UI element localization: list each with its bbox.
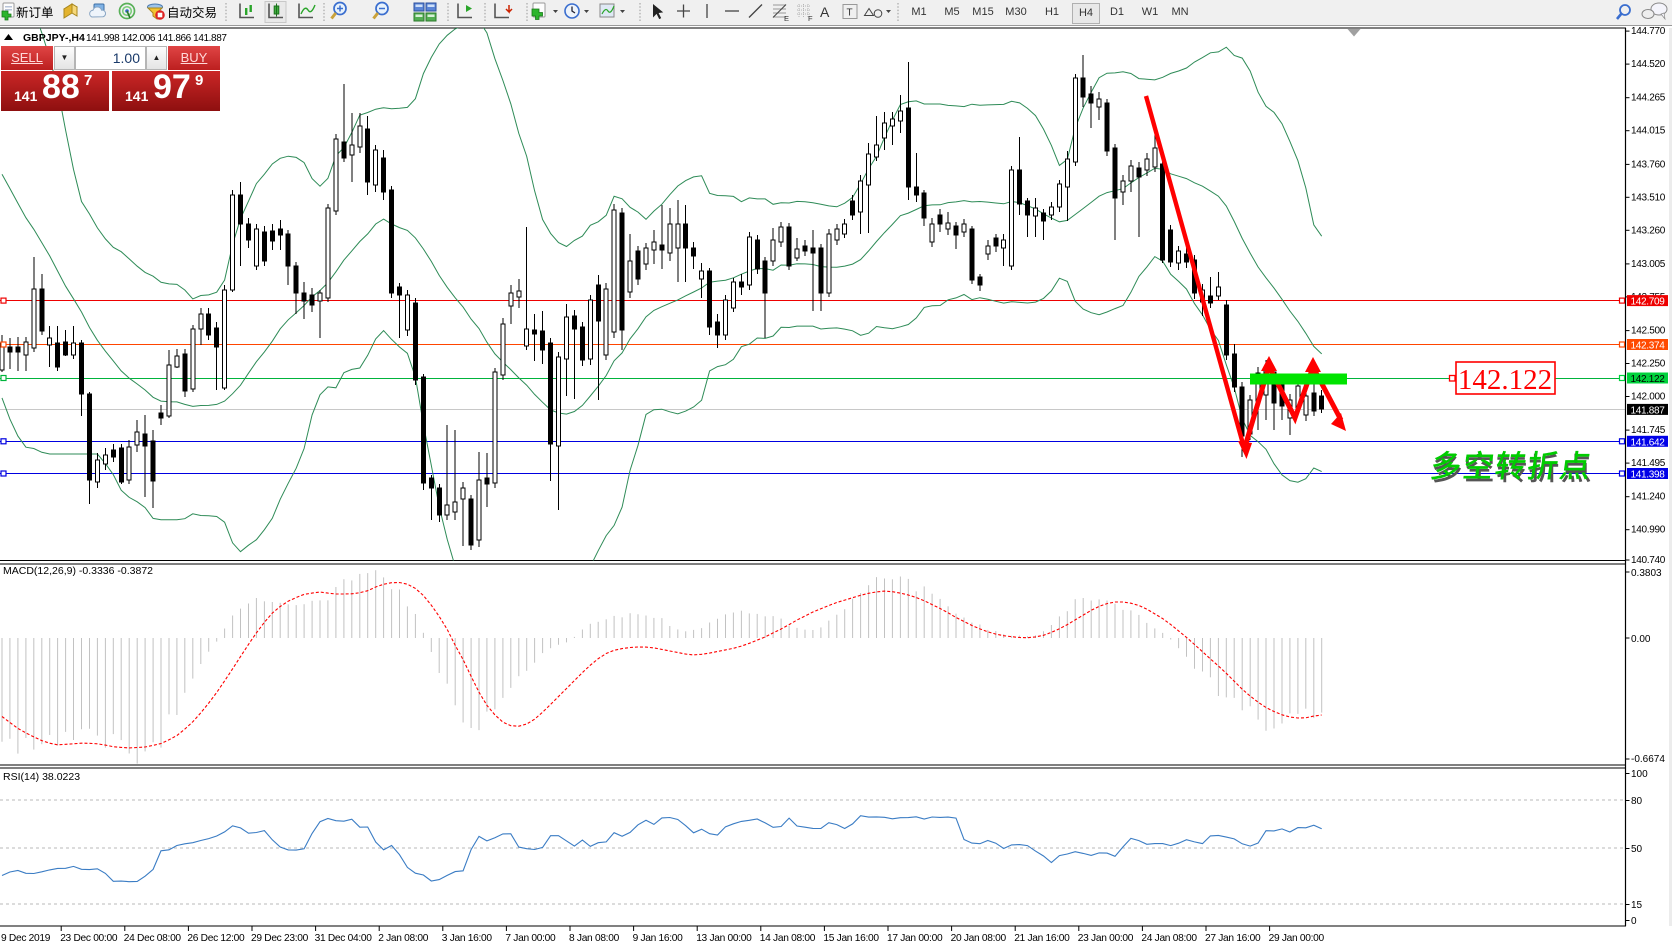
svg-text:142.374: 142.374: [1631, 341, 1666, 352]
svg-text:141.998 142.006 141.866 141.88: 141.998 142.006 141.866 141.887: [86, 33, 227, 44]
svg-text:29 Jan 00:00: 29 Jan 00:00: [1269, 933, 1325, 944]
svg-text:0.3803: 0.3803: [1631, 568, 1662, 579]
svg-text:MACD(12,26,9) -0.3336 -0.3872: MACD(12,26,9) -0.3336 -0.3872: [3, 565, 153, 577]
svg-text:20 Jan 08:00: 20 Jan 08:00: [951, 933, 1007, 944]
svg-text:142.000: 142.000: [1631, 392, 1666, 403]
svg-text:141.887: 141.887: [1631, 405, 1666, 416]
svg-text:15: 15: [1631, 900, 1643, 911]
svg-text:143.005: 143.005: [1631, 259, 1666, 270]
svg-text:29 Dec 23:00: 29 Dec 23:00: [251, 933, 309, 944]
svg-text:17 Jan 00:00: 17 Jan 00:00: [887, 933, 943, 944]
svg-text:9 Dec 2019: 9 Dec 2019: [1, 933, 51, 944]
svg-text:7 Jan 00:00: 7 Jan 00:00: [505, 933, 556, 944]
svg-text:F: F: [808, 14, 813, 23]
svg-text:27 Jan 16:00: 27 Jan 16:00: [1205, 933, 1261, 944]
svg-text:140.990: 140.990: [1631, 525, 1666, 536]
svg-text:15 Jan 16:00: 15 Jan 16:00: [823, 933, 879, 944]
svg-text:142.122: 142.122: [1458, 364, 1552, 396]
svg-text:0.00: 0.00: [1631, 634, 1651, 645]
svg-text:A: A: [820, 4, 830, 20]
svg-text:144.015: 144.015: [1631, 126, 1666, 137]
svg-text:144.770: 144.770: [1631, 26, 1666, 37]
svg-text:142.500: 142.500: [1631, 326, 1666, 337]
svg-text:141.398: 141.398: [1631, 470, 1666, 481]
svg-text:T: T: [847, 8, 853, 19]
svg-text:31 Dec 04:00: 31 Dec 04:00: [315, 933, 373, 944]
svg-text:140.740: 140.740: [1631, 555, 1666, 566]
svg-text:2 Jan 08:00: 2 Jan 08:00: [378, 933, 429, 944]
svg-text:141.240: 141.240: [1631, 492, 1666, 503]
svg-text:0: 0: [1631, 916, 1637, 927]
svg-text:100: 100: [1631, 769, 1648, 780]
svg-text:141.495: 141.495: [1631, 458, 1666, 469]
svg-text:143.260: 143.260: [1631, 225, 1666, 236]
svg-text:GBPJPY-,H4: GBPJPY-,H4: [23, 32, 85, 44]
svg-text:13 Jan 00:00: 13 Jan 00:00: [696, 933, 752, 944]
svg-text:-0.6674: -0.6674: [1631, 754, 1665, 765]
svg-text:141.745: 141.745: [1631, 425, 1666, 436]
svg-text:144.520: 144.520: [1631, 59, 1666, 70]
svg-text:144.265: 144.265: [1631, 93, 1666, 104]
svg-text:142.709: 142.709: [1631, 297, 1666, 308]
svg-text:142.250: 142.250: [1631, 359, 1666, 370]
svg-text:3 Jan 16:00: 3 Jan 16:00: [442, 933, 493, 944]
svg-text:23 Jan 00:00: 23 Jan 00:00: [1078, 933, 1134, 944]
svg-text:80: 80: [1631, 796, 1643, 807]
svg-text:RSI(14) 38.0223: RSI(14) 38.0223: [3, 771, 80, 783]
svg-text:24 Dec 08:00: 24 Dec 08:00: [124, 933, 182, 944]
svg-text:24 Jan 08:00: 24 Jan 08:00: [1141, 933, 1197, 944]
svg-text:9 Jan 16:00: 9 Jan 16:00: [633, 933, 684, 944]
svg-text:143.760: 143.760: [1631, 159, 1666, 170]
svg-text:26 Dec 12:00: 26 Dec 12:00: [187, 933, 245, 944]
svg-text:E: E: [784, 14, 789, 23]
svg-text:14 Jan 08:00: 14 Jan 08:00: [760, 933, 816, 944]
svg-text:23 Dec 00:00: 23 Dec 00:00: [60, 933, 118, 944]
svg-text:21 Jan 16:00: 21 Jan 16:00: [1014, 933, 1070, 944]
svg-text:50: 50: [1631, 844, 1643, 855]
svg-text:142.122: 142.122: [1631, 374, 1666, 385]
svg-text:141.642: 141.642: [1631, 437, 1666, 448]
svg-text:8 Jan 08:00: 8 Jan 08:00: [569, 933, 620, 944]
svg-text:143.510: 143.510: [1631, 192, 1666, 203]
